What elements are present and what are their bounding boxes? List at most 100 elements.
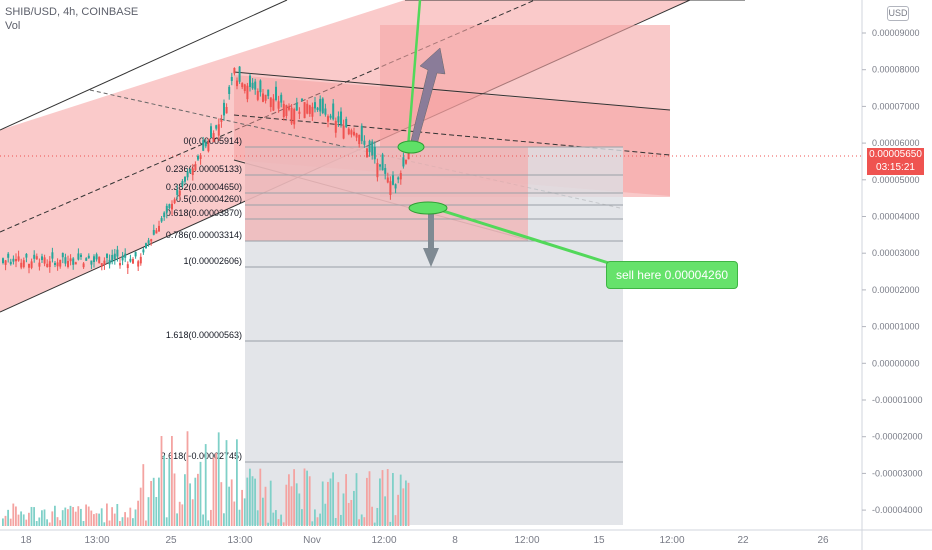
candle-body	[82, 263, 85, 268]
volume-bar	[246, 477, 249, 526]
volume-bar	[285, 484, 288, 526]
candle-body	[236, 80, 238, 87]
volume-bar	[98, 513, 100, 526]
volume-bar	[56, 517, 59, 526]
candle-body	[28, 264, 30, 268]
candle-body	[43, 257, 46, 264]
fib-level-label: 1(0.00002606)	[183, 256, 242, 266]
volume-bar	[210, 509, 212, 526]
candle-body	[134, 251, 137, 257]
candle-body	[345, 118, 348, 128]
volume-bar	[212, 457, 215, 526]
volume-bar	[64, 507, 67, 526]
volume-bar	[2, 518, 4, 526]
volume-bar	[74, 511, 77, 526]
volume-bar	[342, 493, 345, 526]
volume-bar	[337, 482, 340, 526]
candle-body	[33, 254, 36, 259]
candle-body	[379, 164, 381, 167]
candle-body	[249, 75, 251, 87]
volume-bar	[295, 483, 298, 526]
volume-bar	[207, 520, 210, 526]
candle-body	[199, 155, 202, 159]
volume-bar	[397, 494, 399, 526]
candle-body	[87, 255, 90, 259]
volume-bar	[288, 474, 290, 526]
candle-body	[358, 134, 361, 145]
volume-bar	[199, 461, 202, 526]
volume-bar	[358, 519, 360, 526]
volume-bar	[262, 497, 264, 526]
fib-level-label: 0.236(0.00005133)	[166, 164, 242, 174]
volume-bar	[90, 510, 93, 526]
volume-bar	[327, 481, 329, 526]
fib-level-label: 0.5(0.00004260)	[176, 194, 242, 204]
candle-body	[64, 257, 67, 264]
volume-bar	[217, 432, 220, 526]
candle-body	[165, 205, 168, 213]
candle-body	[126, 264, 129, 269]
volume-bar	[171, 435, 173, 526]
volume-bar	[147, 497, 150, 526]
volume-bar	[119, 521, 121, 526]
candle-body	[376, 162, 379, 178]
volume-bar	[314, 509, 316, 526]
candle-body	[360, 125, 363, 142]
x-axis-label: 22	[737, 535, 749, 546]
x-axis-label: Nov	[303, 535, 321, 546]
volume-bar	[132, 518, 134, 526]
volume-indicator-label[interactable]: Vol	[5, 20, 21, 32]
candle-body	[137, 261, 140, 267]
candle-body	[15, 259, 17, 262]
candle-body	[113, 253, 116, 260]
candle-body	[246, 85, 249, 100]
candle-body	[282, 103, 285, 118]
candle-body	[171, 203, 173, 210]
symbol-title[interactable]: SHIB/USD, 4h, COINBASE	[5, 6, 139, 18]
candle-body	[392, 175, 394, 185]
candle-body	[25, 253, 28, 258]
volume-bar	[371, 506, 373, 526]
candle-body	[324, 108, 327, 115]
candle-body	[184, 176, 186, 182]
volume-bar	[293, 469, 295, 526]
fib-level-label: 0.382(0.00004650)	[166, 182, 242, 192]
candle-body	[215, 125, 218, 129]
volume-bar	[191, 499, 194, 526]
volume-bar	[275, 510, 277, 526]
candle-body	[256, 90, 259, 100]
volume-bar	[41, 510, 43, 526]
candle-body	[371, 141, 374, 156]
volume-bar	[150, 480, 152, 526]
volume-bar	[233, 501, 236, 526]
candle-body	[139, 256, 142, 264]
candle-body	[30, 261, 33, 268]
candle-body	[394, 184, 397, 189]
candle-body	[340, 111, 342, 124]
volume-bar	[215, 453, 217, 526]
currency-button[interactable]: USD	[887, 6, 909, 21]
candle-body	[61, 252, 64, 258]
candle-body	[373, 146, 376, 160]
sell-callout[interactable]: sell here 0.00004260	[606, 261, 738, 289]
volume-bar	[334, 517, 337, 526]
candle-body	[384, 167, 387, 174]
x-axis-label: 12:00	[514, 535, 539, 546]
candle-body	[160, 218, 163, 222]
volume-bar	[4, 515, 7, 526]
candle-body	[22, 260, 25, 268]
candle-body	[80, 254, 82, 257]
volume-bar	[399, 474, 402, 526]
candle-body	[267, 89, 270, 97]
candle-body	[332, 103, 335, 120]
candle-body	[147, 240, 150, 244]
candle-body	[35, 256, 38, 260]
volume-bar	[38, 517, 41, 526]
candle-body	[142, 249, 145, 253]
volume-bar	[368, 471, 371, 526]
volume-bar	[176, 513, 178, 526]
volume-bar	[345, 474, 347, 526]
x-axis-label: 25	[165, 535, 177, 546]
candle-body	[158, 225, 160, 232]
